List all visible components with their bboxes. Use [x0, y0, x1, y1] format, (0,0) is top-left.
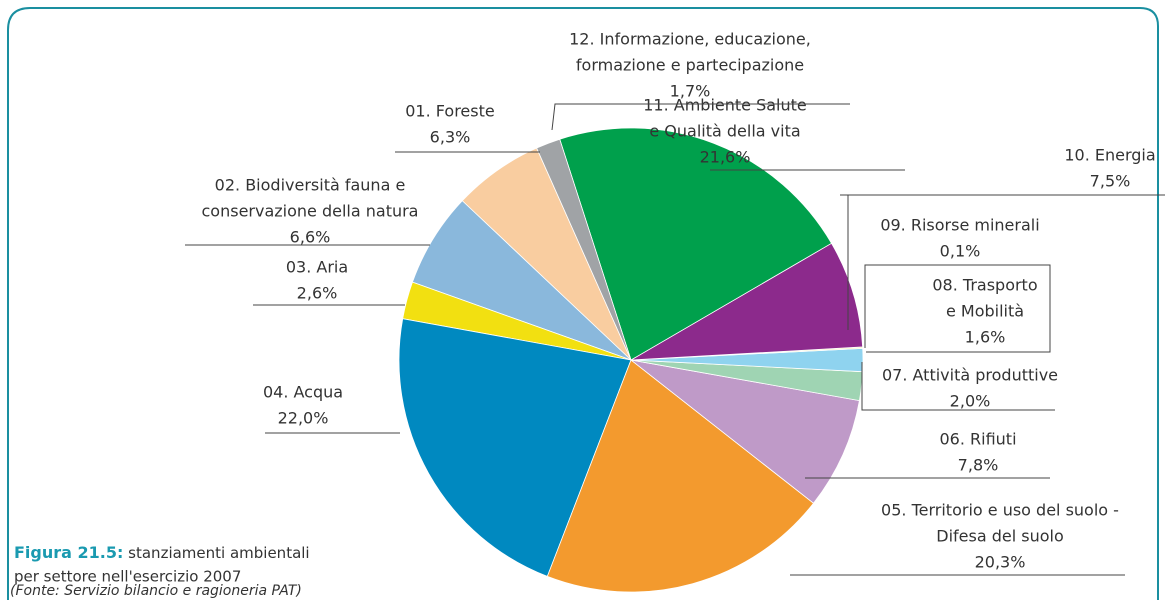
value-label: 20,3% [975, 553, 1026, 572]
slice-label: e Mobilità [946, 302, 1024, 321]
value-label: 2,0% [950, 392, 991, 411]
slice-label: 03. Aria [286, 258, 348, 277]
caption-source: (Fonte: Servizio bilancio e ragioneria P… [10, 583, 302, 599]
slice-label: 07. Attività produttive [882, 366, 1058, 385]
slice-label: conservazione della natura [202, 202, 419, 221]
leader-line [861, 362, 1055, 411]
value-label: 0,1% [940, 242, 981, 261]
slice [559, 127, 833, 361]
slice [630, 242, 864, 361]
slice [630, 359, 860, 504]
slice-label: 06. Rifiuti [939, 430, 1016, 449]
value-label: 2,6% [297, 284, 338, 303]
labels: 01. Foreste 6,3% 02. Biodiversità fauna e c… [185, 30, 1165, 576]
value-label: 6,3% [430, 128, 471, 147]
leader-line [551, 103, 850, 131]
slice-label: 02. Biodiversità fauna e [215, 176, 406, 195]
slice [546, 359, 815, 593]
caption: Figura 21.5: stanziamenti ambientali [14, 543, 310, 562]
slice-label: 08. Trasporto [932, 276, 1037, 295]
value-label: 1,6% [965, 328, 1006, 347]
caption-text: stanziamenti ambientali [128, 544, 309, 562]
slice-label: 09. Risorse minerali [880, 216, 1039, 235]
value-label: 22,0% [278, 409, 329, 428]
caption-text: per settore nell'esercizio 2007 [14, 568, 241, 586]
slice-label: 12. Informazione, educazione, [569, 30, 811, 49]
leader-line [864, 264, 1051, 353]
slice [536, 138, 632, 361]
value-label: 1,7% [670, 82, 711, 101]
slice-label: 01. Foreste [405, 102, 494, 121]
frame [7, 7, 1159, 600]
value-label: 7,8% [958, 456, 999, 475]
pie [398, 127, 864, 593]
slice-label: formazione e partecipazione [576, 56, 804, 75]
slice-label: e Qualità della vita [649, 122, 800, 141]
value-label: 7,5% [1090, 172, 1131, 191]
slice-label: 11. Ambiente Salute [643, 96, 807, 115]
value-label: 21,6% [700, 148, 751, 167]
slice-label: Difesa del suolo [936, 527, 1064, 546]
slice-label: 10. Energia [1064, 146, 1155, 165]
slice [398, 318, 632, 577]
slice-label: 04. Acqua [263, 383, 343, 402]
slice-label: 05. Territorio e uso del suolo - [881, 501, 1119, 520]
caption-label: Figura 21.5: [14, 543, 123, 562]
value-label: 6,6% [290, 228, 331, 247]
